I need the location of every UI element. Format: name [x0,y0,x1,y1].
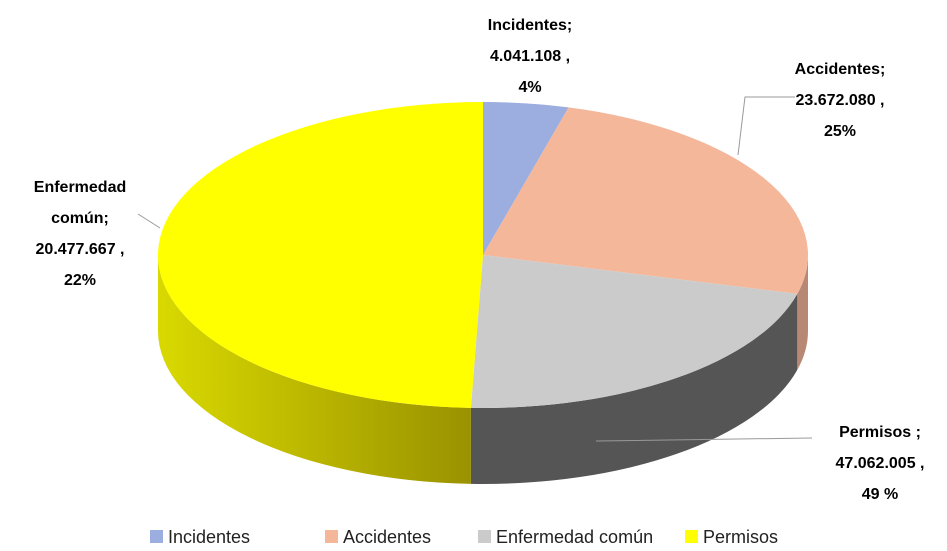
data-labels: Incidentes; 4.041.108 , 4% Accidentes; 23.67… [34,17,925,503]
pie-tops [158,102,808,408]
legend-label: Accidentes [343,527,431,547]
leader-line [737,96,795,156]
slice [158,102,483,408]
data-label-value: 23.672.080 , [796,92,885,109]
legend-label: Permisos [703,527,778,547]
pie-sides [158,255,808,484]
data-label-percent: 22% [64,272,96,289]
legend-swatch [150,530,163,543]
data-label-percent: 4% [518,79,541,96]
legend-swatch [478,530,491,543]
legend-label: Incidentes [168,527,250,547]
data-label-name: Accidentes; [795,61,886,78]
legend-swatch [685,530,698,543]
data-label-value: 20.477.667 , [36,241,125,258]
data-label-percent: 49 % [862,486,898,503]
legend: Incidentes Accidentes Enfermedad común Perm… [150,527,778,547]
data-label-name: Incidentes; [488,17,572,34]
data-label-name: Permisos ; [839,424,921,441]
data-label-value: 47.062.005 , [836,455,925,472]
slice [483,107,808,294]
slice [483,102,569,255]
slice-side [158,255,471,484]
leader-line [137,213,161,229]
data-label-percent: 25% [824,123,856,140]
data-label-name: Enfermedad [34,179,126,196]
slice [470,255,798,408]
data-label-name: común; [51,210,109,227]
slice-side [470,293,798,484]
legend-label: Enfermedad común [496,527,653,547]
leader-line [595,437,813,442]
slice-side [797,255,808,370]
legend-swatch [325,530,338,543]
data-label-value: 4.041.108 , [490,48,570,65]
